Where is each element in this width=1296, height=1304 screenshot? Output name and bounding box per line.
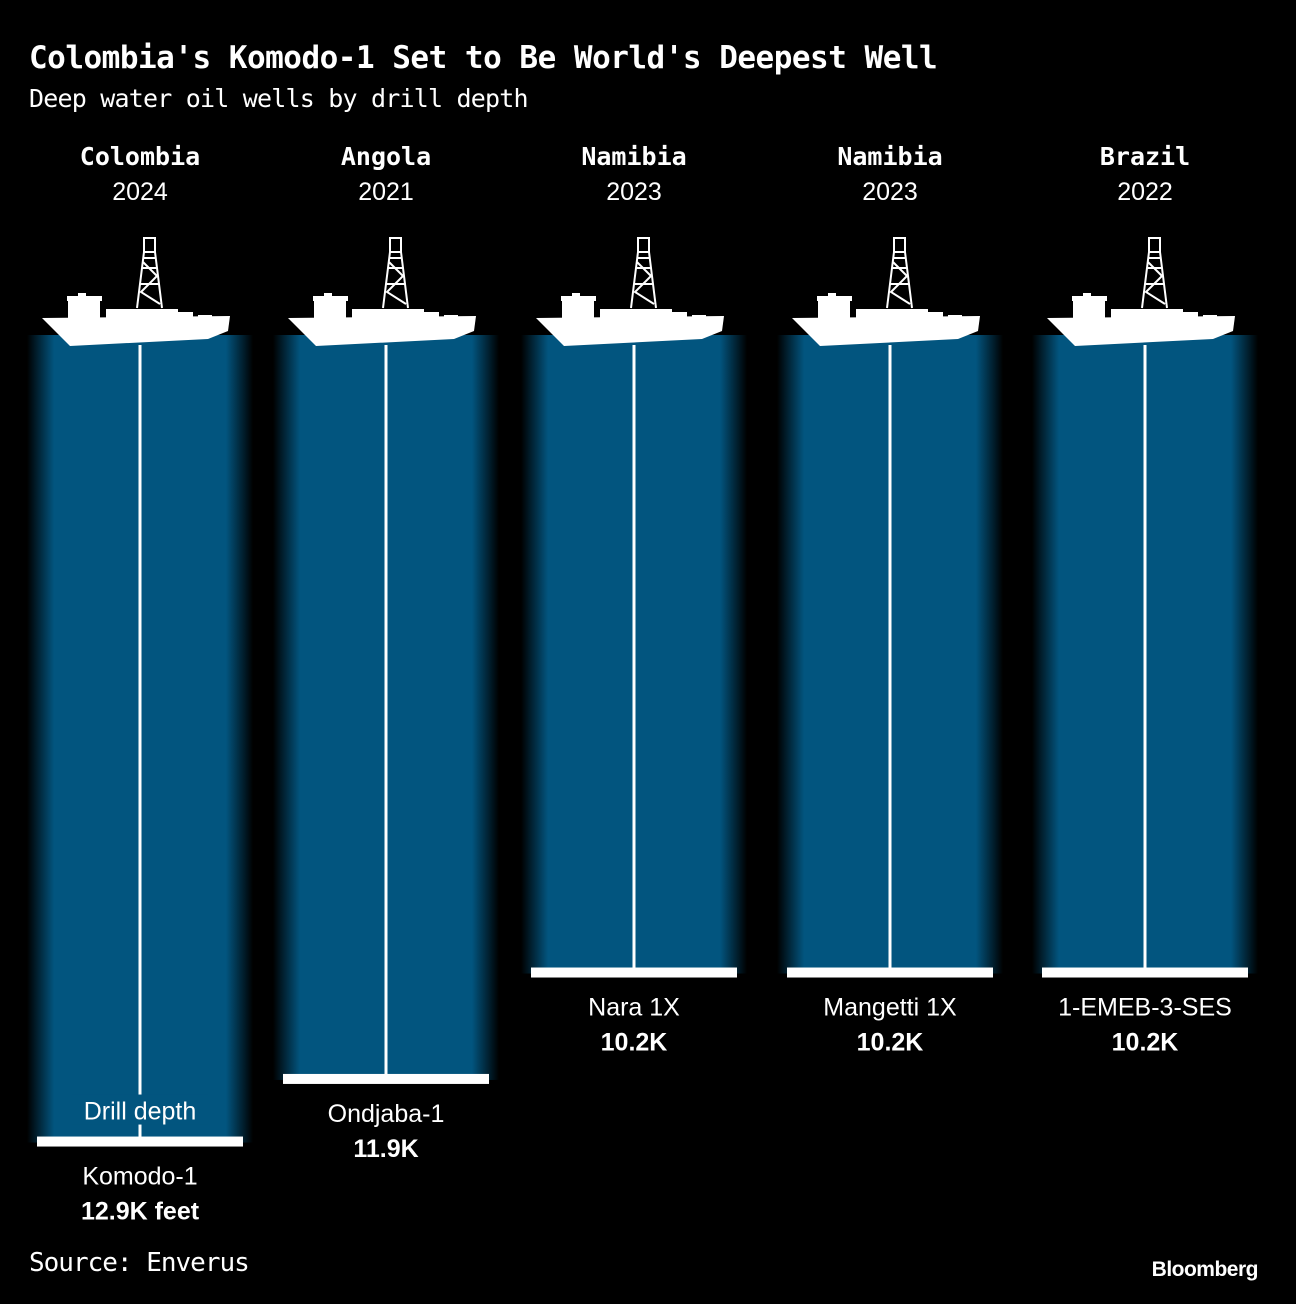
year-label: 2021: [358, 178, 414, 206]
year-label: 2022: [1117, 178, 1173, 206]
country-label: Namibia: [837, 142, 942, 171]
drill-ship-icon: [42, 237, 230, 346]
country-label: Brazil: [1100, 142, 1190, 171]
depth-value-label: 10.2K: [1112, 1029, 1179, 1057]
chart-title: Colombia's Komodo-1 Set to Be World's De…: [29, 40, 938, 76]
year-label: 2024: [112, 178, 168, 206]
well-name-label: Mangetti 1X: [823, 994, 957, 1022]
drill-ship-icon: [288, 237, 476, 346]
well-name-label: Ondjaba-1: [328, 1100, 445, 1128]
depth-value-label: 11.9K: [353, 1135, 418, 1163]
country-label: Colombia: [80, 142, 200, 171]
seabed-depth-bar: [283, 1073, 489, 1084]
drill-ship-icon: [792, 237, 980, 346]
well-name-label: Komodo-1: [82, 1163, 197, 1191]
year-label: 2023: [606, 178, 662, 206]
chart-subtitle: Deep water oil wells by drill depth: [29, 84, 529, 113]
annotation-bg: [72, 1094, 208, 1125]
well-name-label: 1-EMEB-3-SES: [1058, 994, 1232, 1022]
depth-value-label: 12.9K feet: [81, 1198, 200, 1226]
depth-value-label: 10.2K: [601, 1029, 668, 1057]
seabed-depth-bar: [787, 967, 993, 978]
drill-depth-annotation: Drill depth: [84, 1098, 197, 1126]
year-label: 2023: [862, 178, 918, 206]
well-name-label: Nara 1X: [588, 994, 680, 1022]
country-label: Angola: [341, 142, 431, 171]
bloomberg-logo: Bloomberg: [1151, 1258, 1259, 1281]
depth-value-label: 10.2K: [857, 1029, 924, 1057]
drill-ship-icon: [536, 237, 724, 346]
seabed-depth-bar: [531, 967, 737, 978]
source-note: Source: Enverus: [29, 1248, 250, 1278]
seabed-depth-bar: [37, 1136, 243, 1147]
country-label: Namibia: [581, 142, 686, 171]
drill-ship-icon: [1047, 237, 1235, 346]
seabed-depth-bar: [1042, 967, 1248, 978]
